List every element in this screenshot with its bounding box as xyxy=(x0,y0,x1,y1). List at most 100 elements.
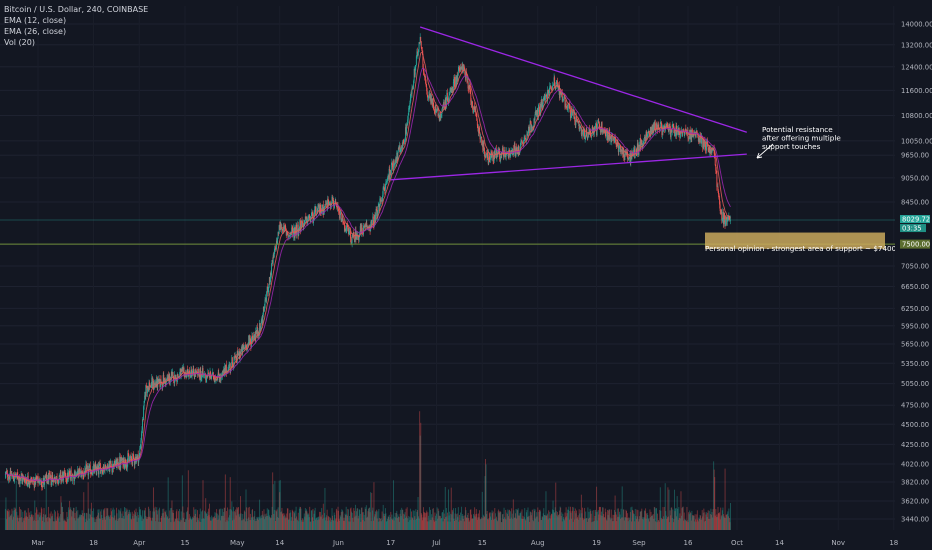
legend-ema12[interactable]: EMA (12, close) xyxy=(4,16,67,25)
candle-body xyxy=(121,458,123,460)
candle-body xyxy=(193,368,195,376)
candle-body xyxy=(307,218,309,222)
volume-bar xyxy=(29,516,31,530)
volume-bar xyxy=(413,519,415,530)
volume-bar xyxy=(132,513,134,530)
candle-body xyxy=(540,103,541,116)
candle-body xyxy=(282,230,284,232)
candle-body xyxy=(555,83,557,87)
candle-body xyxy=(419,42,421,44)
volume-bar xyxy=(107,516,109,530)
volume-bar xyxy=(348,515,350,530)
candle-body xyxy=(197,373,199,375)
volume-bar xyxy=(476,519,478,530)
ema-12-line xyxy=(5,51,731,484)
candle-body xyxy=(653,125,655,127)
candle-body xyxy=(661,126,663,135)
candle-body xyxy=(457,74,459,81)
candle-body xyxy=(281,227,283,229)
volume-bar xyxy=(376,509,378,530)
candle-body xyxy=(264,307,265,311)
volume-bar xyxy=(293,511,295,530)
volume-bar xyxy=(678,518,680,530)
candle-body xyxy=(711,150,713,154)
candle-body xyxy=(158,378,160,382)
volume-bar xyxy=(646,513,648,530)
candle-body xyxy=(248,335,250,345)
volume-bar xyxy=(200,511,202,530)
volume-bar xyxy=(213,516,215,530)
volume-bar xyxy=(472,518,474,530)
candle-body xyxy=(40,480,42,485)
candle-body xyxy=(76,471,78,476)
volume-bar xyxy=(419,435,421,530)
volume-bar xyxy=(511,513,513,530)
volume-bar xyxy=(213,518,215,530)
candle-body xyxy=(502,148,504,151)
volume-bar xyxy=(154,506,156,530)
candle-body xyxy=(666,123,668,126)
volume-bar xyxy=(208,515,210,530)
candle-body xyxy=(152,380,154,386)
volume-bar xyxy=(31,514,32,530)
candle-body xyxy=(513,153,515,155)
volume-bar xyxy=(702,512,704,530)
volume-bar xyxy=(622,517,624,530)
candle-body xyxy=(118,465,120,469)
volume-bar xyxy=(240,496,242,530)
volume-bar xyxy=(700,519,702,530)
candle-body xyxy=(548,91,550,96)
volume-bar xyxy=(423,507,424,530)
candle-body xyxy=(169,379,171,383)
candle-body xyxy=(234,355,236,358)
volume-bar xyxy=(266,515,268,530)
candle-body xyxy=(171,372,173,377)
candle-body xyxy=(434,105,436,113)
volume-bar xyxy=(393,480,394,530)
candle-body xyxy=(633,148,635,151)
volume-bar xyxy=(142,510,144,530)
candle-body xyxy=(192,370,194,374)
candle-body xyxy=(308,215,310,216)
volume-bar xyxy=(607,515,609,530)
candle-body xyxy=(555,85,557,87)
candle-body xyxy=(459,67,461,71)
volume-bar xyxy=(285,513,287,530)
volume-bar xyxy=(386,520,388,530)
candle-body xyxy=(114,464,116,465)
candle-body xyxy=(246,345,247,350)
candle-body xyxy=(303,223,305,227)
volume-bar xyxy=(182,506,184,530)
volume-bar xyxy=(611,521,613,530)
volume-bar xyxy=(652,514,654,530)
volume-bar xyxy=(392,518,394,530)
volume-bar xyxy=(510,511,512,530)
candle-body xyxy=(62,472,63,480)
candle-body xyxy=(457,70,459,75)
legend-vol[interactable]: Vol (20) xyxy=(4,38,35,47)
candle-body xyxy=(117,458,118,460)
volume-bar xyxy=(196,517,198,530)
legend-ema26[interactable]: EMA (26, close) xyxy=(4,27,67,36)
volume-bar xyxy=(305,509,307,530)
candle-body xyxy=(423,71,425,75)
volume-bar xyxy=(182,517,184,530)
candle-body xyxy=(521,140,523,143)
volume-bar xyxy=(601,511,602,530)
volume-bar xyxy=(681,508,683,530)
volume-bar xyxy=(444,487,446,530)
candle-body xyxy=(251,335,253,339)
candle-body xyxy=(211,375,213,379)
volume-bar xyxy=(355,515,357,530)
volume-bar xyxy=(41,520,43,530)
volume-bar xyxy=(376,518,378,530)
volume-bar xyxy=(674,511,676,530)
legend-title[interactable]: Bitcoin / U.S. Dollar, 240, COINBASE xyxy=(4,5,149,14)
volume-bar xyxy=(394,516,396,530)
volume-bar xyxy=(168,519,170,530)
volume-bar xyxy=(95,516,97,530)
volume-bar xyxy=(112,509,114,530)
candle-body xyxy=(4,474,6,475)
